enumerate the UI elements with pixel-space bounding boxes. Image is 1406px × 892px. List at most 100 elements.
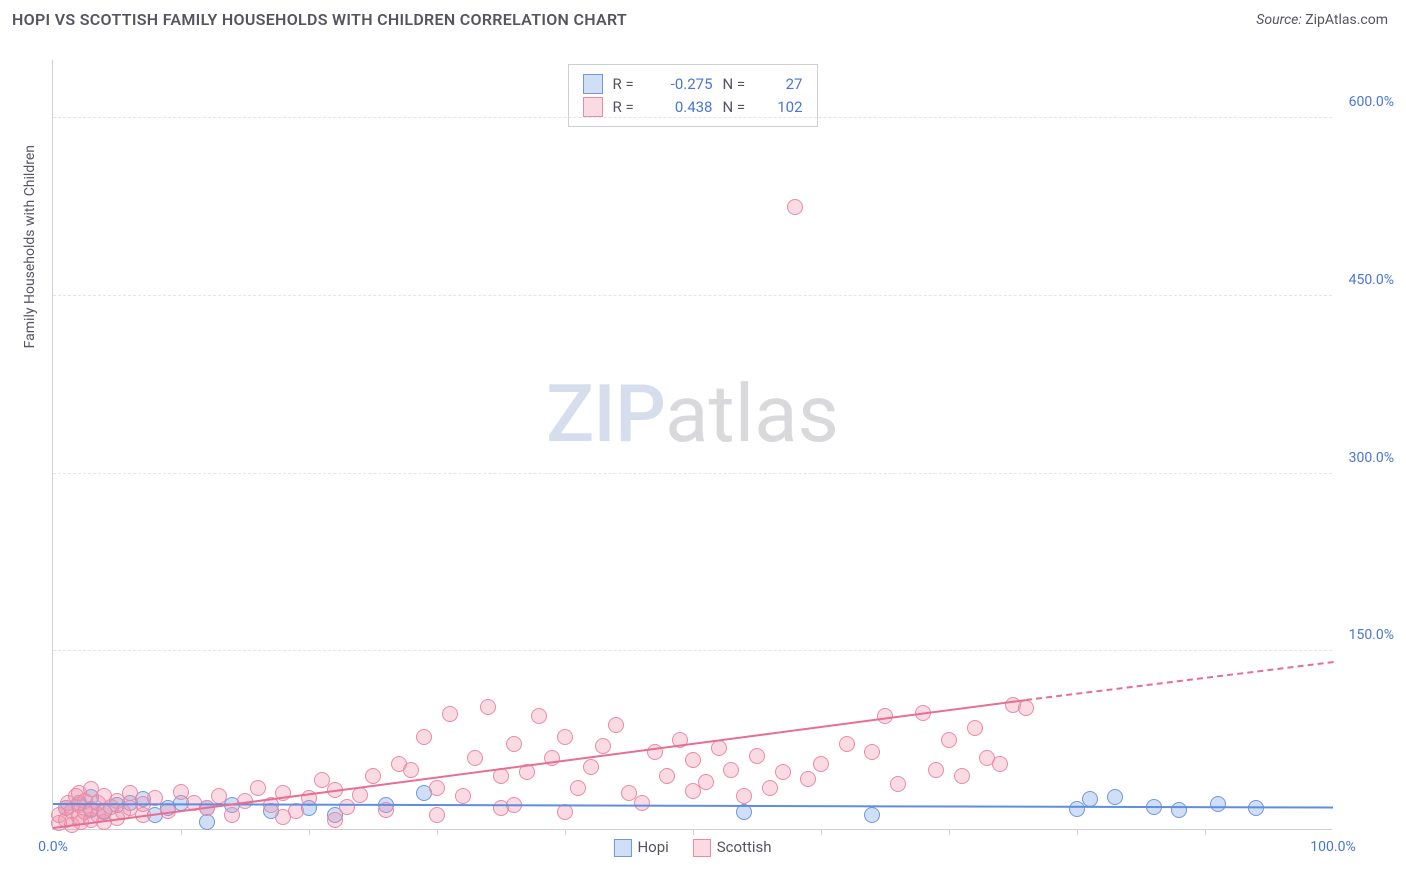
legend-row: R = -0.275 N = 27: [583, 74, 803, 94]
x-tick: [181, 829, 182, 835]
legend-swatch: [613, 839, 631, 857]
scatter-point: [711, 740, 727, 756]
chart-title: HOPI VS SCOTTISH FAMILY HOUSEHOLDS WITH …: [12, 10, 627, 29]
scatter-point: [864, 807, 880, 823]
scatter-point: [1210, 796, 1226, 812]
x-tick: [1205, 829, 1206, 835]
legend-label: Hopi: [637, 838, 668, 856]
gridline: [53, 650, 1332, 651]
scatter-point: [736, 788, 752, 804]
chart-container: Family Households with Children ZIPatlas…: [30, 50, 1390, 850]
scatter-point: [685, 752, 701, 768]
scatter-point: [403, 762, 419, 778]
x-tick: [309, 829, 310, 835]
scatter-point: [928, 762, 944, 778]
x-tick: [693, 829, 694, 835]
legend-n-value: 102: [767, 98, 803, 116]
scatter-point: [890, 776, 906, 792]
legend-swatch: [583, 74, 603, 94]
source-label: Source:: [1256, 12, 1301, 28]
watermark: ZIPatlas: [546, 367, 839, 461]
scatter-point: [583, 759, 599, 775]
scatter-point: [199, 814, 215, 830]
scatter-point: [775, 764, 791, 780]
y-tick-label: 300.0%: [1349, 450, 1394, 466]
scatter-point: [224, 807, 240, 823]
scatter-point: [429, 780, 445, 796]
y-tick-label: 450.0%: [1349, 272, 1394, 288]
x-tick: [949, 829, 950, 835]
watermark-zip: ZIP: [546, 367, 665, 461]
x-tick: [821, 829, 822, 835]
scatter-point: [659, 768, 675, 784]
scatter-point: [813, 756, 829, 772]
scatter-point: [967, 720, 983, 736]
legend-r-label: R =: [613, 75, 647, 93]
scatter-point: [1018, 700, 1034, 716]
scatter-point: [698, 774, 714, 790]
legend-item: Hopi: [613, 838, 668, 857]
legend-n-label: N =: [723, 75, 757, 93]
scatter-point: [1171, 802, 1187, 818]
y-axis-label: Family Households with Children: [22, 145, 38, 348]
plot-area: ZIPatlas R =-0.275N =27R =0.438N =102 Ho…: [52, 60, 1332, 830]
y-tick-label: 150.0%: [1349, 627, 1394, 643]
scatter-point: [749, 748, 765, 764]
x-tick: [565, 829, 566, 835]
trend-line: [1026, 661, 1333, 701]
scatter-point: [608, 717, 624, 733]
legend-series: Hopi Scottish: [613, 838, 771, 857]
source-attribution: Source: ZipAtlas.com: [1256, 12, 1388, 28]
scatter-point: [941, 732, 957, 748]
chart-header: HOPI VS SCOTTISH FAMILY HOUSEHOLDS WITH …: [0, 0, 1406, 29]
scatter-point: [327, 812, 343, 828]
scatter-point: [800, 771, 816, 787]
scatter-point: [365, 768, 381, 784]
scatter-point: [992, 756, 1008, 772]
source-value: ZipAtlas.com: [1305, 12, 1388, 28]
scatter-point: [442, 706, 458, 722]
scatter-point: [557, 804, 573, 820]
scatter-point: [557, 729, 573, 745]
scatter-point: [723, 762, 739, 778]
scatter-point: [570, 780, 586, 796]
scatter-point: [787, 199, 803, 215]
legend-row: R = 0.438 N = 102: [583, 97, 803, 117]
legend-r-label: R =: [613, 98, 647, 116]
legend-r-value: -0.275: [657, 75, 713, 93]
scatter-point: [595, 738, 611, 754]
scatter-point: [339, 799, 355, 815]
x-tick-label: 0.0%: [38, 839, 68, 855]
gridline: [53, 295, 1332, 296]
gridline: [53, 473, 1332, 474]
gridline: [53, 117, 1332, 118]
legend-r-value: 0.438: [657, 98, 713, 116]
x-tick: [437, 829, 438, 835]
y-tick-label: 600.0%: [1349, 94, 1394, 110]
legend-n-label: N =: [723, 98, 757, 116]
legend-swatch: [693, 839, 711, 857]
scatter-point: [864, 744, 880, 760]
scatter-point: [211, 788, 227, 804]
scatter-point: [531, 708, 547, 724]
scatter-point: [493, 800, 509, 816]
scatter-point: [1107, 789, 1123, 805]
x-tick: [1077, 829, 1078, 835]
legend-item: Scottish: [693, 838, 772, 857]
x-tick-label: 100.0%: [1310, 839, 1355, 855]
scatter-point: [954, 768, 970, 784]
scatter-point: [480, 699, 496, 715]
scatter-point: [634, 795, 650, 811]
scatter-point: [250, 780, 266, 796]
scatter-point: [839, 736, 855, 752]
legend-swatch: [583, 97, 603, 117]
scatter-point: [467, 750, 483, 766]
legend-label: Scottish: [717, 838, 772, 856]
scatter-point: [429, 807, 445, 823]
legend-n-value: 27: [767, 75, 803, 93]
scatter-point: [416, 729, 432, 745]
watermark-atlas: atlas: [665, 367, 839, 461]
scatter-point: [506, 736, 522, 752]
scatter-point: [455, 788, 471, 804]
scatter-point: [762, 780, 778, 796]
